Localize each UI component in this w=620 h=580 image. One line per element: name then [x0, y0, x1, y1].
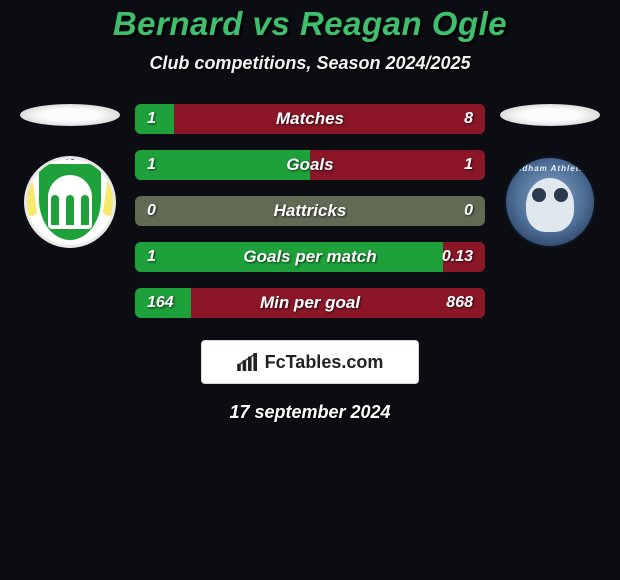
stat-row: 00Hattricks	[135, 196, 485, 226]
title-player2: Reagan Ogle	[300, 5, 507, 42]
stat-label: Goals per match	[135, 247, 485, 267]
stat-row: 10.13Goals per match	[135, 242, 485, 272]
brand-badge: FcTables.com	[201, 340, 419, 384]
stat-label: Matches	[135, 109, 485, 129]
crest-left-banner: OVIL TOWN F	[24, 156, 116, 164]
stat-label: Goals	[135, 155, 485, 175]
left-side: OVIL TOWN F	[15, 104, 125, 248]
player2-photo-placeholder	[500, 104, 600, 126]
brand-text: FcTables.com	[265, 352, 384, 373]
bar-chart-icon	[237, 353, 259, 371]
crest-right-ring: Oldham Athletic	[506, 164, 594, 173]
stat-bars: 18Matches 11Goals 00Hattricks 10.13Goals pe…	[135, 104, 485, 318]
stat-label: Min per goal	[135, 293, 485, 313]
stat-row: 18Matches	[135, 104, 485, 134]
main-layout: OVIL TOWN F 18Matches11Goals00Hattricks1…	[0, 104, 620, 318]
stat-row: 11Goals	[135, 150, 485, 180]
date-text: 17 september 2024	[0, 402, 620, 423]
player1-club-crest: OVIL TOWN F	[24, 156, 116, 248]
right-side: Oldham Athletic	[495, 104, 605, 248]
title-vs: vs	[253, 5, 291, 42]
stat-row: 164868Min per goal	[135, 288, 485, 318]
player1-photo-placeholder	[20, 104, 120, 126]
stat-label: Hattricks	[135, 201, 485, 221]
owl-icon	[526, 178, 574, 232]
subtitle: Club competitions, Season 2024/2025	[0, 53, 620, 74]
player2-club-crest: Oldham Athletic	[504, 156, 596, 248]
comparison-infographic: Bernard vs Reagan Ogle Club competitions…	[0, 0, 620, 423]
title-player1: Bernard	[113, 5, 243, 42]
page-title: Bernard vs Reagan Ogle	[0, 5, 620, 43]
